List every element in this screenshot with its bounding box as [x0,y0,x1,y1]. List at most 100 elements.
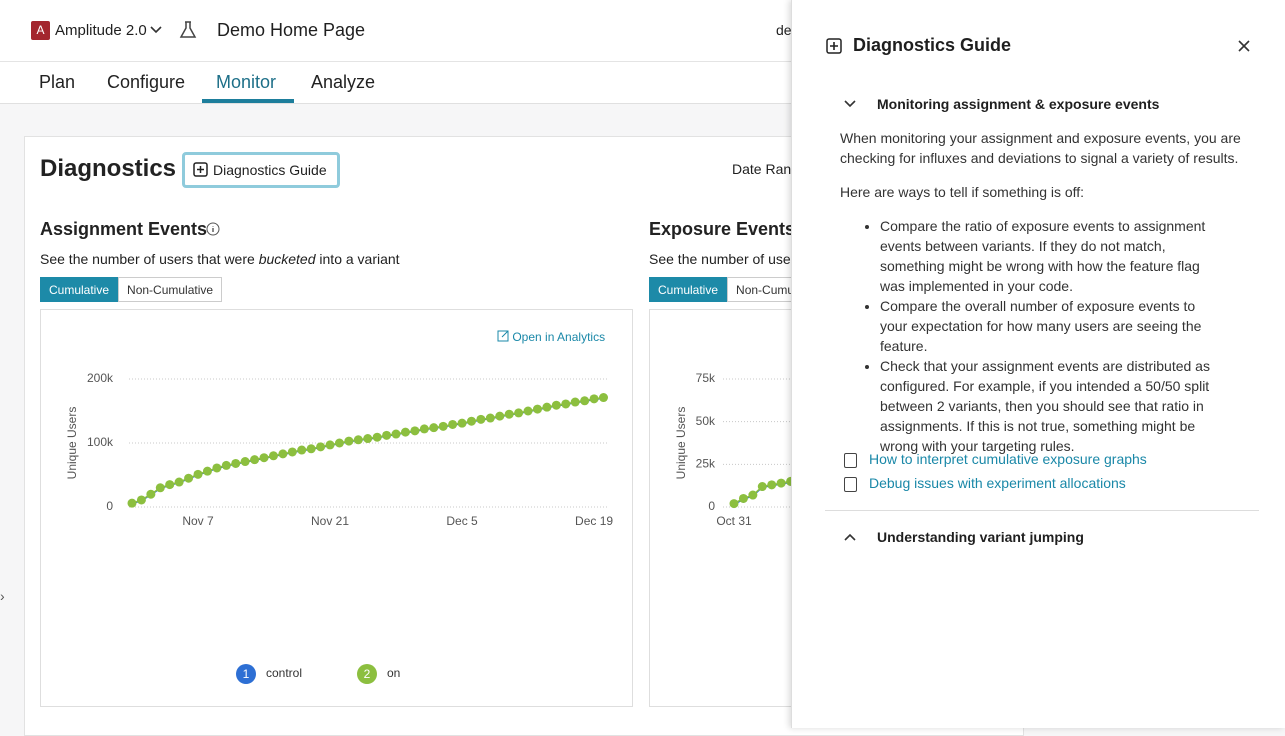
guide-button[interactable]: Diagnostics Guide [182,152,340,188]
y-tick-label: 0 [708,499,715,513]
flask-icon [179,21,197,38]
chevron [150,26,162,34]
info-icon[interactable] [206,222,220,236]
y-tick-label: 75k [696,371,716,385]
legend-marker [236,664,256,684]
data-point [165,480,175,490]
data-point [514,408,524,418]
open-in-analytics[interactable]: Open in Analytics [497,330,605,344]
guide-icon [826,38,842,54]
data-point [372,432,382,442]
y-tick-label: 100k [87,435,114,449]
panel-title: Diagnostics Guide [853,35,1012,55]
data-point [250,455,260,465]
app-badge: A [31,21,50,40]
y-axis-title: Unique Users [674,407,688,480]
toggle: Cumulative Non-Cumulative [40,277,223,302]
tab[interactable]: Plan [39,72,76,92]
data-point [532,404,542,414]
series-line [131,397,604,505]
toggle-option[interactable]: Non-Cumulative [118,277,223,302]
divider [825,510,1259,511]
data-point [391,429,401,439]
y-tick-label: 25k [696,457,716,471]
tab-active[interactable]: Monitor [216,72,277,92]
close-button[interactable] [1237,39,1251,53]
data-point [334,438,344,448]
data-point [738,493,748,503]
data-point [561,399,571,409]
toggle-option[interactable]: Cumulative [40,277,119,302]
data-point [221,460,231,470]
data-point [193,469,203,479]
data-point [757,482,767,492]
data-point [495,411,505,421]
toggle: Cumulative Non-Cumu [649,277,804,302]
data-point [551,400,561,410]
x-tick-label: Dec 5 [446,514,478,528]
chart-title: Assignment Events [40,219,208,239]
x-tick-label: Nov 7 [182,514,214,528]
guide-button-label: Diagnostics Guide [213,162,327,178]
y-axis-title: Unique Users [65,407,79,480]
app-switcher[interactable]: Amplitude 2.0 [55,22,147,39]
data-point [485,413,495,423]
data-point [174,477,184,487]
tab[interactable]: Analyze [311,72,376,92]
data-point [155,483,165,493]
data-point [400,427,410,437]
toggle-option[interactable]: Non-Cumu [727,277,804,302]
data-point [542,402,552,412]
legend-badge: 1 [243,667,250,681]
data-point [353,435,363,445]
tab[interactable]: Configure [107,72,186,92]
section-title[interactable]: Understanding variant jumping [877,529,1084,545]
page-title: Demo Home Page [217,20,366,40]
date-range[interactable]: Date Ran [732,161,792,177]
toggle-option[interactable]: Cumulative [649,277,728,302]
doc-icon [844,477,857,492]
data-point [316,442,326,452]
x-tick-label: Oct 31 [716,514,752,528]
data-point [306,444,316,454]
x-tick-label: Nov 21 [311,514,349,528]
legend-badge: 2 [364,667,371,681]
data-point [466,416,476,426]
data-point [504,409,514,419]
data-point [287,447,297,457]
chevron[interactable] [844,99,856,109]
data-point [767,480,777,490]
link-label: Open in Analytics [512,330,606,344]
data-point [438,421,448,431]
data-point [268,451,278,461]
data-point [589,394,599,404]
data-point [599,393,608,403]
data-point [776,478,786,488]
legend-label: on [387,666,400,680]
paragraph: Here are ways to tell if something is of… [840,184,1085,200]
chevron[interactable] [844,532,856,542]
chart-description: See the number of use [649,251,791,267]
y-tick-label: 0 [106,499,113,513]
data-point [570,397,580,407]
link[interactable]: Debug issues with experiment allocations [869,475,1126,491]
data-point [231,458,241,468]
data-point [580,396,590,406]
expand-arrow[interactable]: › [0,588,5,604]
data-point [363,434,373,444]
section-title[interactable]: Monitoring assignment & exposure events [877,96,1160,112]
data-point [202,466,212,476]
chart-title: Exposure Events [649,219,796,239]
data-point [344,436,354,446]
data-point [278,449,288,459]
doc-icon [844,453,857,468]
data-point [410,426,420,436]
link[interactable]: How to interpret cumulative exposure gra… [869,451,1147,467]
user[interactable]: de [776,22,792,38]
paragraph: When monitoring your assignment and expo… [840,130,1241,166]
data-point [382,430,392,440]
data-point [476,414,486,424]
data-point [448,419,458,429]
data-point [419,424,429,434]
section-title: Diagnostics [40,155,177,182]
